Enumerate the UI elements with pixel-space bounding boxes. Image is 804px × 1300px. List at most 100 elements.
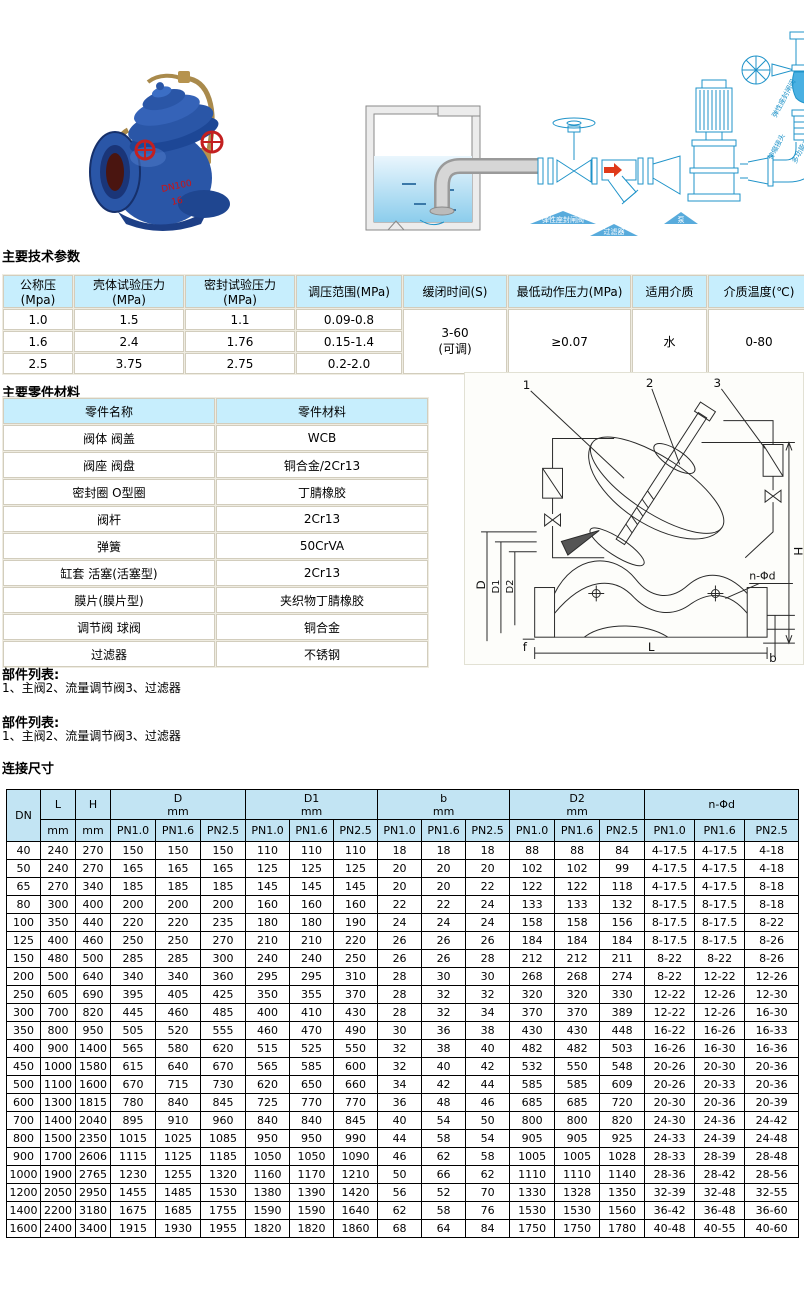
table-cell: 102 xyxy=(554,859,601,878)
table-cell: 20 xyxy=(421,859,467,878)
table-cell: 240 xyxy=(245,949,291,968)
table-cell: 26 xyxy=(421,949,467,968)
table-row: 500 1100 1600 670 715 730 620 650 660 34 42 44 585 58… xyxy=(6,1075,800,1094)
table-cell: 34 xyxy=(465,1003,511,1022)
table-cell: 160 xyxy=(289,895,335,914)
table-cell: 550 xyxy=(554,1057,601,1076)
water-tank xyxy=(365,105,481,231)
col-seal-test-pressure: 密封试验压力 (MPa) xyxy=(185,275,295,308)
table-cell: 24 xyxy=(465,895,511,914)
table-cell: 270 xyxy=(40,877,76,896)
table-cell: 1600 xyxy=(6,1219,41,1238)
table-cell: 20-36 xyxy=(744,1075,800,1094)
table-cell: 2.4 xyxy=(74,331,184,352)
table-cell: 1005 xyxy=(554,1147,601,1166)
table-cell: 1185 xyxy=(199,1147,247,1166)
table-cell: 620 xyxy=(199,1039,247,1058)
table-cell: 38 xyxy=(465,1021,511,1040)
col-closing-time: 缓闭时间(S) xyxy=(403,275,507,308)
table-row: 40 240 270 150 150 150 110 110 110 18 18 18 88 88 84 4-… xyxy=(6,841,800,860)
closing-time-value: 3-60 (可调) xyxy=(403,309,507,374)
table-cell: 2040 xyxy=(75,1111,111,1130)
gate-valve xyxy=(556,159,592,183)
table-cell: 8-22 xyxy=(644,949,696,968)
dim-pn: PN1.0 xyxy=(644,819,696,842)
table-cell: 211 xyxy=(599,949,646,968)
table-row: 2.5 3.75 2.75 0.2-2.0 xyxy=(3,353,804,374)
table-cell: 28-33 xyxy=(644,1147,696,1166)
table-cell: 440 xyxy=(75,913,111,932)
table-cell: 1675 xyxy=(110,1201,156,1220)
table-cell: 350 xyxy=(40,913,76,932)
table-cell: 158 xyxy=(509,913,556,932)
dimensions-table: DN L H D mm D1 mm b mm D2 mm xyxy=(6,789,800,1238)
table-cell: 42 xyxy=(421,1075,467,1094)
table-cell: 295 xyxy=(289,967,335,986)
table-row: 900 1700 2606 1115 1125 1185 1050 1050 1090 46 62 5… xyxy=(6,1147,800,1166)
table-cell: 585 xyxy=(509,1075,556,1094)
dim-pn: PN1.0 xyxy=(110,819,156,842)
table-cell: 24-33 xyxy=(644,1129,696,1148)
table-cell: 2.5 xyxy=(3,353,73,374)
table-row: 阀体 阀盖 WCB xyxy=(3,425,428,451)
drawing-callout-2: 2 xyxy=(646,376,654,390)
dim-pn: PN2.5 xyxy=(333,819,379,842)
table-cell: 40 xyxy=(377,1111,423,1130)
table-cell: 1085 xyxy=(199,1129,247,1148)
table-cell: 56 xyxy=(377,1183,423,1202)
table-cell: 165 xyxy=(155,859,201,878)
label-flag xyxy=(530,211,596,224)
table-cell: 1750 xyxy=(554,1219,601,1238)
table-cell: 46 xyxy=(465,1093,511,1112)
table-cell: 395 xyxy=(110,985,156,1004)
table-cell: 32-55 xyxy=(744,1183,800,1202)
table-cell: 4-17.5 xyxy=(644,841,696,860)
table-cell: 605 xyxy=(40,985,76,1004)
table-cell: 1390 xyxy=(289,1183,335,1202)
table-cell: 1685 xyxy=(155,1201,201,1220)
valve-cross-section-drawing: 1 2 3 H D D1 D2 f L b n-Φd xyxy=(464,372,804,665)
table-row: 350 800 950 505 520 555 460 470 490 30 36 38 430 430 4… xyxy=(6,1021,800,1040)
table-cell: 30 xyxy=(377,1021,423,1040)
table-cell: 110 xyxy=(333,841,379,860)
min-action-pressure-value: ≥0.07 xyxy=(508,309,631,374)
col-medium: 适用介质 xyxy=(632,275,707,308)
table-cell: 340 xyxy=(155,967,201,986)
table-cell: 845 xyxy=(333,1111,379,1130)
table-cell: 54 xyxy=(465,1129,511,1148)
table-cell: 840 xyxy=(289,1111,335,1130)
table-cell: 715 xyxy=(155,1075,201,1094)
table-cell: 1580 xyxy=(75,1057,111,1076)
tech-params-heading: 主要技术参数 xyxy=(2,250,81,265)
table-row: 1.0 1.5 1.1 0.09-0.8 3-60 (可调) ≥0.07 水 0… xyxy=(3,309,804,374)
table-cell: 24-42 xyxy=(744,1111,800,1130)
table-cell: 145 xyxy=(245,877,291,896)
table-cell: 270 xyxy=(75,841,111,860)
dim-pn: PN1.6 xyxy=(155,819,201,842)
table-cell: 1.0 xyxy=(3,309,73,330)
table-cell: 32 xyxy=(421,985,467,1004)
table-cell: 48 xyxy=(421,1093,467,1112)
col-regulating-range: 调压范围(MPa) xyxy=(296,275,402,308)
table-cell: 8-17.5 xyxy=(694,895,746,914)
table-cell: 355 xyxy=(289,985,335,1004)
table-cell: 184 xyxy=(554,931,601,950)
table-cell: 445 xyxy=(110,1003,156,1022)
table-cell: 845 xyxy=(199,1093,247,1112)
table-cell: 24-36 xyxy=(694,1111,746,1130)
table-cell: 250 xyxy=(6,985,41,1004)
table-cell: 8-18 xyxy=(744,877,800,896)
table-cell: 840 xyxy=(245,1111,291,1130)
table-row: 调节阀 球阀 铜合金 xyxy=(3,614,428,640)
table-cell: 30 xyxy=(421,967,467,986)
drawing-callout-3: 3 xyxy=(713,376,721,390)
table-cell: 125 xyxy=(245,859,291,878)
table-cell: 2606 xyxy=(75,1147,111,1166)
table-cell: 700 xyxy=(40,1003,76,1022)
table-cell: 88 xyxy=(509,841,556,860)
table-cell: 膜片(膜片型) xyxy=(3,587,215,613)
table-cell: 670 xyxy=(199,1057,247,1076)
table-cell: 84 xyxy=(465,1219,511,1238)
table-cell: 320 xyxy=(509,985,556,1004)
table-cell: 16-26 xyxy=(694,1021,746,1040)
